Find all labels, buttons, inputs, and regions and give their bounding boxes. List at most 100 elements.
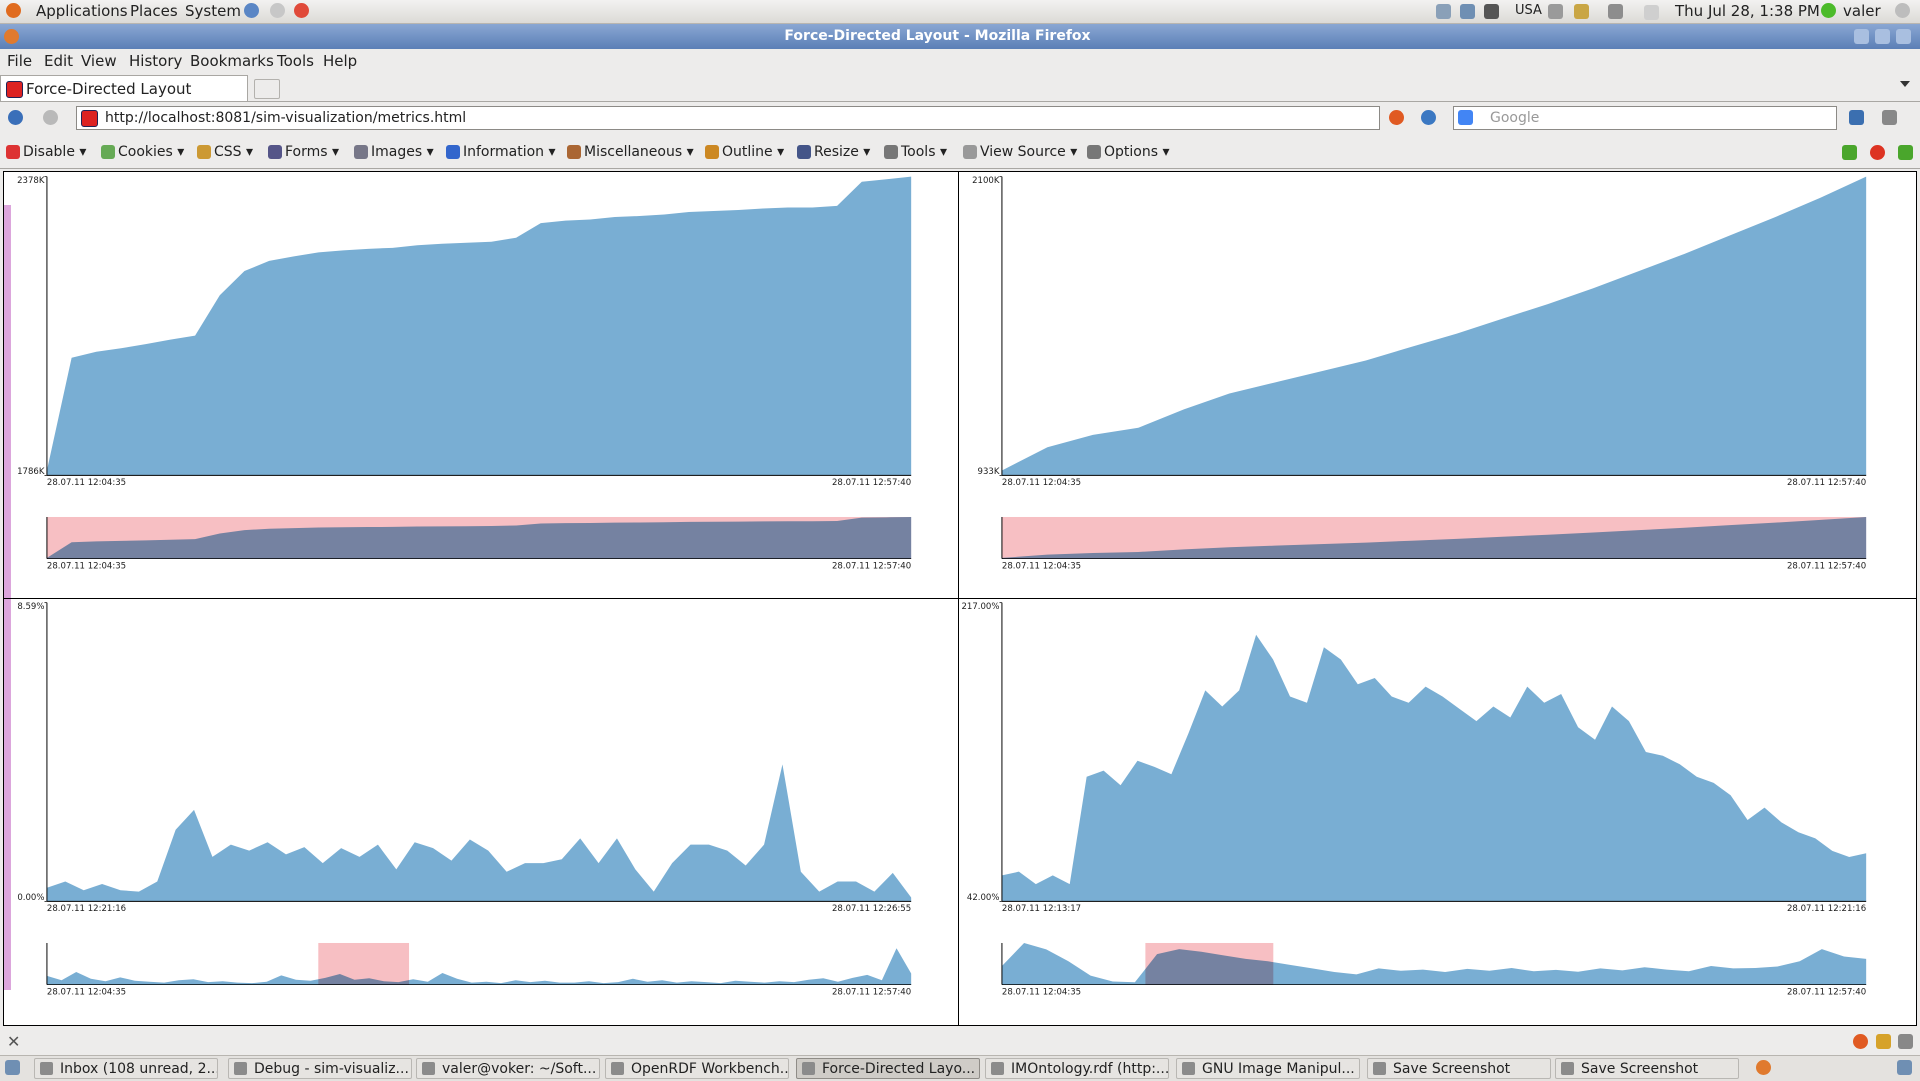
menu-item[interactable]: Tools xyxy=(277,52,314,70)
minimize-button[interactable] xyxy=(1854,29,1869,44)
panel-menu[interactable]: Applications xyxy=(36,2,128,20)
taskbar-label[interactable]: Save Screenshot xyxy=(1393,1061,1511,1077)
dev-menu[interactable]: View Source ▾ xyxy=(980,144,1078,160)
taskbar-button[interactable]: Save Screenshot xyxy=(1555,1058,1739,1079)
taskbar-icon xyxy=(1182,1062,1195,1075)
taskbar-label[interactable]: OpenRDF Workbench... xyxy=(631,1061,789,1077)
tray-icon[interactable] xyxy=(1436,4,1451,19)
tab[interactable]: Force-Directed Layout xyxy=(0,75,248,101)
menu-item[interactable]: Bookmarks xyxy=(190,52,274,70)
dev-menu[interactable]: Outline ▾ xyxy=(722,144,785,160)
gnome-foot-icon[interactable] xyxy=(6,3,21,18)
status-icon[interactable] xyxy=(1876,1034,1891,1049)
dev-menu[interactable]: CSS ▾ xyxy=(214,144,254,160)
top-panel: Applications Places System USA Thu Jul 28,… xyxy=(0,0,1920,24)
maximize-button[interactable] xyxy=(1875,29,1890,44)
menu-item[interactable]: Edit xyxy=(44,52,74,70)
window-icon[interactable] xyxy=(4,29,19,44)
dev-menu-icon xyxy=(705,145,719,159)
taskbar-label[interactable]: valer@voker: ~/Soft... xyxy=(442,1061,597,1077)
menu-item[interactable]: Help xyxy=(323,52,358,70)
taskbar-label[interactable]: IMOntology.rdf (http:... xyxy=(1011,1061,1169,1077)
taskbar-button[interactable]: Force-Directed Layo... xyxy=(796,1058,980,1079)
dev-menu[interactable]: Forms ▾ xyxy=(285,144,340,160)
launcher-icon[interactable] xyxy=(294,3,309,18)
taskbar-button[interactable]: GNU Image Manipul... xyxy=(1176,1058,1360,1079)
search-engine-icon[interactable] xyxy=(1458,110,1473,125)
tray-firefox[interactable] xyxy=(1756,1060,1771,1075)
dev-menu-icon xyxy=(101,145,115,159)
sidebar-strip xyxy=(4,205,11,990)
dev-menu[interactable]: Information ▾ xyxy=(463,144,556,160)
reload-button[interactable] xyxy=(1421,110,1436,125)
home-button[interactable] xyxy=(1849,110,1864,125)
overview-x-label: 28.07.11 12:57:40 xyxy=(1787,987,1866,997)
dev-menu[interactable]: Tools ▾ xyxy=(901,144,947,160)
dev-menu[interactable]: Disable ▾ xyxy=(23,144,87,160)
y-tick-label: 217.00% xyxy=(961,602,999,612)
taskbar-label[interactable]: Debug - sim-visualiz... xyxy=(254,1061,409,1077)
close-button[interactable] xyxy=(1896,29,1911,44)
panel-menu[interactable]: System xyxy=(185,2,241,20)
user-name[interactable]: valer xyxy=(1843,2,1881,20)
taskbar-icon xyxy=(1373,1062,1386,1075)
dev-menu-icon xyxy=(268,145,282,159)
taskbar-label[interactable]: Inbox (108 unread, 2... xyxy=(60,1061,218,1077)
overview-x-label: 28.07.11 12:57:40 xyxy=(1787,561,1866,571)
taskbar-button[interactable]: valer@voker: ~/Soft... xyxy=(416,1058,600,1079)
launcher-icon[interactable] xyxy=(244,3,259,18)
status-icon[interactable] xyxy=(1898,1034,1913,1049)
back-button[interactable] xyxy=(8,110,23,125)
forward-button[interactable] xyxy=(43,110,58,125)
tray-icon[interactable] xyxy=(1574,4,1589,19)
show-desktop[interactable] xyxy=(5,1060,20,1075)
dev-menu[interactable]: Resize ▾ xyxy=(814,144,871,160)
tray-icon[interactable] xyxy=(1548,4,1563,19)
x-tick-label: 28.07.11 12:57:40 xyxy=(832,478,911,488)
close-findbar[interactable]: ✕ xyxy=(7,1032,21,1051)
url-field[interactable]: http://localhost:8081/sim-visualization/… xyxy=(76,106,1380,130)
clock[interactable]: Thu Jul 28, 1:38 PM xyxy=(1675,2,1820,20)
tab-list-button[interactable] xyxy=(1900,81,1910,92)
panel-menu[interactable]: Places xyxy=(130,2,178,20)
tray-icon[interactable] xyxy=(1484,4,1499,19)
x-tick-label: 28.07.11 12:26:55 xyxy=(832,904,911,914)
title-bar: Force-Directed Layout - Mozilla Firefox xyxy=(0,24,1920,49)
volume-icon[interactable] xyxy=(1608,4,1623,19)
power-icon[interactable] xyxy=(1895,3,1910,18)
taskbar-label[interactable]: GNU Image Manipul... xyxy=(1202,1061,1355,1077)
keyboard-layout[interactable]: USA xyxy=(1515,3,1542,18)
stop-button[interactable] xyxy=(1389,110,1404,125)
taskbar-button[interactable]: Inbox (108 unread, 2... xyxy=(34,1058,218,1079)
launcher-icon[interactable] xyxy=(270,3,285,18)
taskbar-label[interactable]: Force-Directed Layo... xyxy=(822,1061,976,1077)
status-icon[interactable] xyxy=(1853,1034,1868,1049)
taskbar-icon xyxy=(40,1062,53,1075)
overview-x-label: 28.07.11 12:57:40 xyxy=(832,561,911,571)
tab-title[interactable]: Force-Directed Layout xyxy=(26,80,192,98)
dev-menu-icon xyxy=(567,145,581,159)
search-field[interactable]: Google xyxy=(1453,106,1837,130)
menu-item[interactable]: History xyxy=(129,52,183,70)
dev-menu[interactable]: Cookies ▾ xyxy=(118,144,185,160)
workspace-switcher[interactable] xyxy=(1897,1060,1912,1075)
mail-icon[interactable] xyxy=(1644,5,1659,20)
area xyxy=(46,764,912,902)
url[interactable]: http://localhost:8081/sim-visualization/… xyxy=(105,110,467,126)
tab-bar: Force-Directed Layout xyxy=(0,73,1920,102)
dev-menu[interactable]: Images ▾ xyxy=(371,144,434,160)
dev-menu[interactable]: Options ▾ xyxy=(1104,144,1170,160)
addon-button[interactable] xyxy=(1882,110,1897,125)
status-bar: ✕ xyxy=(0,1030,1920,1054)
overview-area xyxy=(46,948,912,985)
taskbar-button[interactable]: IMOntology.rdf (http:... xyxy=(985,1058,1169,1079)
taskbar-label[interactable]: Save Screenshot xyxy=(1581,1061,1699,1077)
new-tab-button[interactable] xyxy=(254,79,280,99)
taskbar-button[interactable]: Debug - sim-visualiz... xyxy=(228,1058,412,1079)
menu-item[interactable]: View xyxy=(81,52,117,70)
tray-icon[interactable] xyxy=(1460,4,1475,19)
taskbar-button[interactable]: OpenRDF Workbench... xyxy=(605,1058,789,1079)
taskbar-button[interactable]: Save Screenshot xyxy=(1367,1058,1551,1079)
dev-menu[interactable]: Miscellaneous ▾ xyxy=(584,144,694,160)
menu-item[interactable]: File xyxy=(7,52,33,70)
